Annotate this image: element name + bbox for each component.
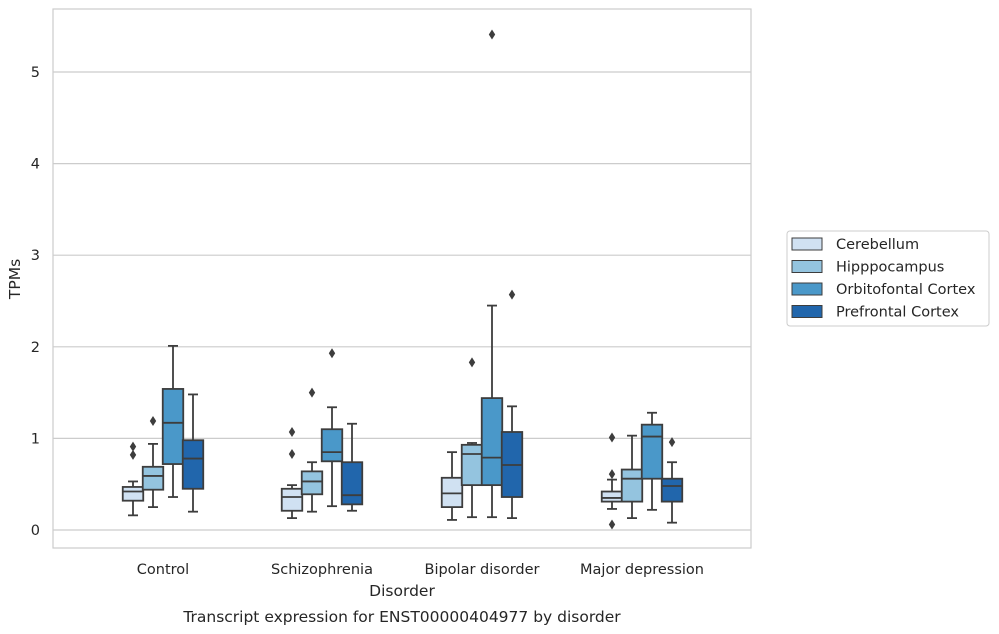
box [460, 443, 484, 487]
legend-swatch [791, 282, 823, 296]
x-axis-title: Disorder [369, 582, 435, 600]
box [620, 468, 644, 503]
box-series [121, 29, 684, 530]
outlier-point [608, 519, 616, 530]
box [300, 470, 324, 496]
legend-frame [786, 230, 990, 327]
y-tick-label: 5 [31, 65, 40, 81]
outlier-point [508, 289, 516, 300]
outlier-point [308, 387, 316, 398]
outlier-point [288, 426, 296, 437]
series-cerebellum [121, 426, 624, 530]
series-prefrontal-cortex [181, 289, 684, 524]
legend-label: Hipppocampus [836, 260, 944, 276]
outlier-point [668, 437, 676, 448]
x-tick-label: Bipolar disorder [425, 562, 540, 578]
outlier-point [328, 348, 336, 359]
y-tick-label: 2 [31, 340, 40, 356]
outlier-point [488, 29, 496, 40]
legend: Cerebellum Hipppocampus Orbitofontal Corte… [786, 230, 990, 327]
plot-frame [52, 8, 752, 549]
y-tick-label: 0 [31, 523, 40, 539]
box [121, 486, 145, 502]
outlier-point [129, 449, 137, 460]
outlier-point [129, 441, 137, 452]
y-axis-ticks: 0 1 2 3 4 5 [31, 65, 40, 539]
box [161, 388, 185, 465]
box [660, 477, 684, 503]
outlier-point [468, 357, 476, 368]
y-axis-title: TPMs [6, 259, 24, 300]
x-tick-label: Control [137, 562, 189, 578]
x-tick-label: Major depression [580, 562, 704, 578]
series-hipppocampus [141, 357, 644, 519]
box [440, 476, 464, 508]
legend-label: Orbitofontal Cortex [836, 282, 976, 298]
outlier-point [149, 415, 157, 426]
x-tick-label: Schizophrenia [271, 562, 373, 578]
legend-swatch [791, 305, 823, 318]
outlier-point [288, 448, 296, 459]
box [141, 465, 165, 491]
legend-swatch [791, 237, 823, 251]
x-axis-ticks: Control Schizophrenia Bipolar disorder Majo… [137, 562, 704, 578]
y-tick-label: 3 [31, 248, 40, 264]
box [320, 428, 344, 463]
y-tick-label: 4 [31, 157, 40, 173]
box [600, 490, 624, 503]
box [340, 461, 364, 506]
legend-label: Cerebellum [836, 237, 919, 253]
box [181, 439, 205, 490]
outlier-point [608, 469, 616, 480]
y-tick-label: 1 [31, 431, 40, 447]
box [280, 487, 304, 512]
chart-caption: Transcript expression for ENST0000040497… [182, 608, 621, 626]
legend-label: Prefrontal Cortex [836, 305, 959, 321]
box [640, 423, 664, 480]
series-orbitofontal-cortex [161, 29, 664, 519]
outlier-point [608, 432, 616, 443]
legend-swatch [791, 260, 823, 273]
box [480, 397, 504, 487]
